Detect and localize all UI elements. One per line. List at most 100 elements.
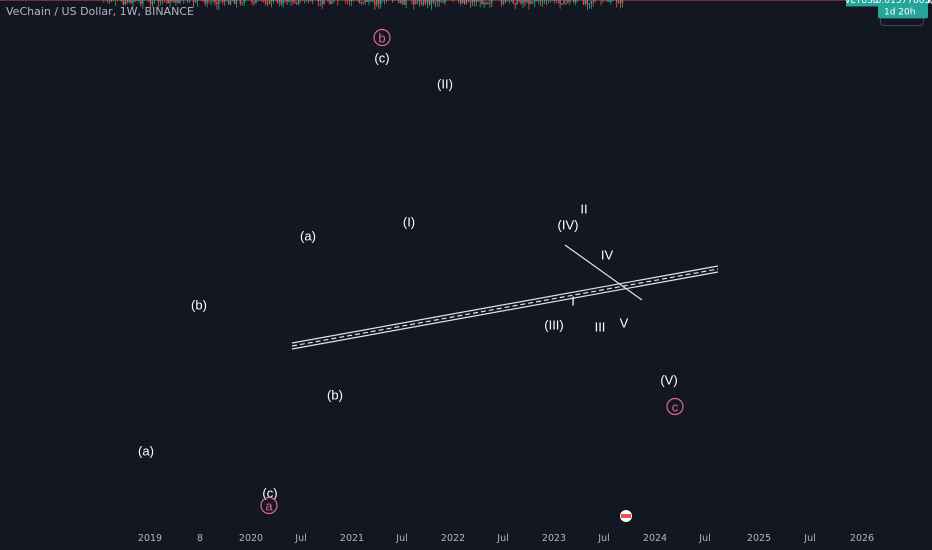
candle-body-199: [489, 2, 491, 4]
x-tick-label-7: Jul: [496, 533, 508, 544]
candle-body-66: [229, 1, 232, 5]
candle-body-212: [514, 3, 516, 5]
candle-body-219: [528, 0, 530, 4]
candle-body-206: [502, 2, 505, 4]
candle-body-45: [188, 0, 191, 1]
channel-line-mid: [291, 268, 719, 347]
wave-label-9: I: [571, 294, 575, 309]
candle-body-176: [444, 0, 446, 3]
candle-body-143: [379, 0, 382, 4]
candle-body-91: [278, 0, 280, 3]
candle-body-259: [606, 0, 608, 2]
candle-body-222: [534, 0, 536, 2]
candle-body-265: [617, 1, 620, 4]
candle-body-18: [136, 0, 138, 1]
x-tick-label-0: 2019: [138, 533, 162, 544]
candle-body-90: [276, 0, 279, 3]
candle-body-72: [241, 2, 243, 4]
candle-body-248: [584, 0, 587, 5]
candle-body-36: [171, 0, 173, 1]
candle-body-166: [424, 0, 427, 3]
candle-body-260: [608, 0, 610, 2]
candle-body-13: [126, 0, 128, 3]
candle-body-10: [120, 0, 123, 2]
candle-body-86: [268, 0, 271, 4]
wave-label-12: V: [620, 316, 629, 331]
candle-body-65: [227, 0, 230, 5]
candle-body-92: [280, 0, 282, 4]
candle-body-117: [329, 0, 331, 4]
candle-body-165: [422, 0, 425, 5]
candle-body-186: [463, 0, 466, 4]
candle-body-247: [582, 0, 585, 5]
wave-label-3: (I): [403, 215, 415, 230]
candle-body-101: [298, 0, 300, 4]
candle-body-73: [243, 0, 245, 3]
candle-body-243: [574, 0, 577, 3]
descending-trendline: [564, 244, 643, 301]
wave-label-5: (IV): [558, 218, 579, 233]
x-tick-label-1: 8: [197, 533, 203, 544]
candle-body-88: [272, 0, 275, 2]
candle-body-242: [573, 0, 575, 3]
candle-body-172: [436, 0, 438, 2]
candle-body-135: [364, 0, 366, 3]
candle-body-250: [588, 3, 591, 5]
candle-body-16: [132, 0, 134, 4]
candle-body-103: [301, 0, 304, 1]
event-marker-icon-fill: [621, 514, 631, 518]
candle-body-100: [296, 3, 298, 5]
candle-body-48: [194, 1, 197, 3]
candle-body-236: [561, 3, 563, 5]
candle-body-215: [520, 0, 522, 4]
candle-body-77: [251, 0, 253, 2]
candle-body-27: [153, 0, 156, 2]
candle-body-160: [413, 0, 415, 5]
candle-body-233: [555, 0, 557, 1]
candle-body-133: [360, 1, 362, 3]
x-tick-label-13: Jul: [803, 533, 815, 544]
candle-body-137: [368, 0, 370, 3]
candle-body-79: [255, 0, 257, 4]
x-tick-label-2: 2020: [239, 533, 263, 544]
candle-body-185: [461, 0, 464, 4]
candle-body-68: [233, 0, 236, 4]
x-tick-label-9: Jul: [597, 533, 609, 544]
candle-body-98: [292, 0, 294, 2]
wave-label-17: (c): [262, 486, 277, 501]
candle-body-47: [192, 0, 195, 2]
candle-body-95: [286, 0, 288, 2]
x-tick-label-3: Jul: [294, 533, 306, 544]
candle-body-44: [186, 0, 189, 1]
wave-label-6: II: [580, 202, 587, 217]
candle-body-69: [235, 0, 238, 4]
candle-body-221: [532, 1, 534, 3]
candle-body-168: [428, 0, 431, 5]
candle-body-173: [438, 0, 440, 3]
countdown-label: 1d 20h: [884, 7, 915, 17]
candle-body-228: [545, 0, 548, 1]
candle-body-232: [553, 0, 555, 1]
candle-body-60: [218, 0, 220, 5]
candle-body-63: [223, 0, 226, 2]
candle-body-218: [526, 0, 528, 3]
candle-body-164: [420, 2, 423, 5]
candle-body-20: [140, 0, 142, 4]
candle-body-26: [151, 1, 154, 4]
candle-body-194: [479, 0, 481, 2]
candle-body-34: [167, 0, 169, 4]
candle-body-249: [586, 0, 589, 5]
wave-label-circle-18: [260, 496, 278, 515]
candle-body-198: [487, 2, 489, 4]
candle-body-116: [327, 0, 329, 1]
wave-label-15: c: [672, 400, 679, 415]
candle-body-217: [524, 0, 526, 3]
wave-label-11: III: [595, 320, 606, 335]
x-tick-label-10: 2024: [643, 533, 667, 544]
candle-body-220: [530, 1, 532, 4]
candle-body-184: [459, 0, 462, 4]
candle-body-170: [432, 0, 435, 3]
candle-body-188: [467, 0, 470, 1]
candle-body-37: [173, 0, 175, 3]
